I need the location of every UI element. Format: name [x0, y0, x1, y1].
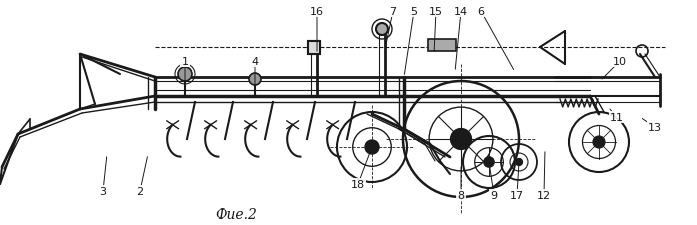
Text: 6: 6 — [477, 7, 484, 17]
Text: 16: 16 — [310, 7, 324, 17]
Text: 4: 4 — [252, 57, 259, 67]
Circle shape — [376, 24, 388, 36]
Circle shape — [515, 159, 523, 166]
Text: 2: 2 — [137, 186, 144, 196]
Text: 13: 13 — [648, 122, 662, 132]
Text: 3: 3 — [100, 186, 107, 196]
Circle shape — [593, 136, 605, 148]
Bar — [308, 42, 320, 55]
Text: 1: 1 — [181, 57, 188, 67]
Text: 5: 5 — [411, 7, 418, 17]
Text: 12: 12 — [537, 190, 551, 200]
Circle shape — [365, 140, 379, 154]
Circle shape — [249, 74, 261, 86]
Text: Фие.2: Фие.2 — [215, 207, 257, 221]
Circle shape — [484, 157, 494, 167]
Text: 9: 9 — [491, 190, 498, 200]
Text: 14: 14 — [454, 7, 468, 17]
Text: 10: 10 — [613, 57, 627, 67]
Text: 8: 8 — [457, 190, 465, 200]
Text: 15: 15 — [429, 7, 443, 17]
Text: 11: 11 — [610, 112, 624, 122]
Text: 18: 18 — [351, 179, 365, 189]
Bar — [428, 40, 456, 52]
Circle shape — [450, 129, 471, 150]
Circle shape — [178, 68, 192, 82]
Text: 17: 17 — [510, 190, 524, 200]
Text: 7: 7 — [390, 7, 397, 17]
